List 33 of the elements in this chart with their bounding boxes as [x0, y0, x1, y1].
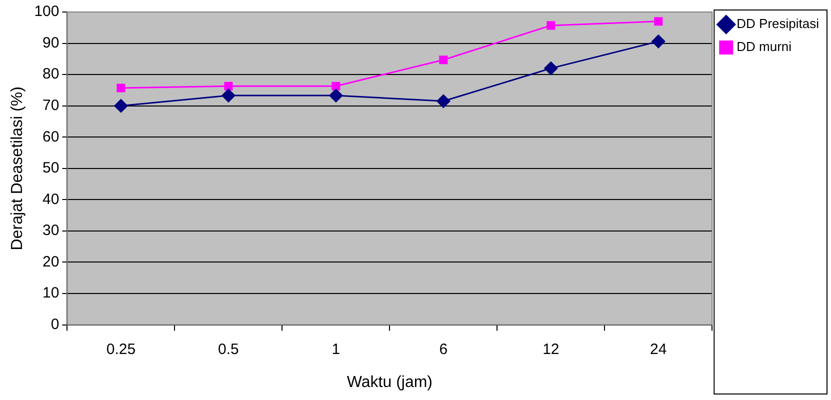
point	[332, 82, 340, 90]
x-tick-label: 24	[650, 340, 667, 358]
x-axis-title: Waktu (jam)	[346, 374, 433, 391]
x-tick-label: 0.5	[218, 340, 239, 358]
x-tick-label: 6	[439, 340, 448, 358]
legend-label: DD murni	[736, 39, 792, 54]
point	[329, 88, 343, 102]
point	[436, 94, 450, 108]
y-tick-label: 0	[50, 316, 60, 333]
point	[546, 21, 556, 30]
y-tick-label: 10	[42, 284, 60, 302]
y-tick-label: 40	[42, 190, 60, 208]
point	[544, 62, 558, 76]
point	[439, 56, 448, 64]
point	[116, 84, 126, 92]
y-tick-label: 50	[42, 160, 60, 177]
y-tick-label: 30	[42, 222, 60, 240]
y-tick-label: 90	[42, 34, 60, 52]
point	[222, 88, 236, 102]
point	[114, 99, 128, 113]
y-axis-title: Derajat Deasetilasi (%)	[9, 86, 26, 250]
y-tick-label: 100	[34, 3, 60, 20]
point	[654, 17, 663, 26]
y-tick-label: 70	[42, 96, 60, 114]
x-tick-label: 0.25	[106, 340, 136, 358]
legend-label: DD Presipitasi	[736, 16, 820, 32]
y-tick-label: 80	[42, 66, 60, 83]
point	[224, 82, 233, 90]
y-tick-label: 60	[42, 128, 60, 146]
x-tick-label: 12	[542, 340, 560, 358]
y-tick-label: 20	[42, 253, 60, 270]
point	[652, 34, 666, 48]
x-tick-label: 1	[332, 340, 340, 358]
